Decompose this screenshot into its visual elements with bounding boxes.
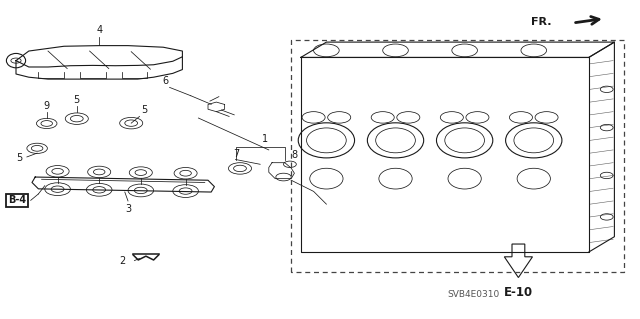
Text: 4: 4	[96, 25, 102, 35]
Text: 5: 5	[16, 153, 22, 163]
Text: 6: 6	[162, 76, 168, 86]
Text: 5: 5	[74, 95, 80, 105]
Polygon shape	[504, 244, 532, 278]
Text: 9: 9	[44, 101, 50, 111]
Text: FR.: FR.	[531, 17, 552, 27]
Text: 3: 3	[125, 204, 131, 214]
Text: 1: 1	[262, 134, 268, 144]
Text: 2: 2	[119, 256, 125, 266]
Text: 7: 7	[234, 149, 240, 159]
Text: E-10: E-10	[504, 286, 533, 299]
Text: 5: 5	[141, 106, 147, 115]
Text: 8: 8	[291, 151, 298, 160]
Text: SVB4E0310: SVB4E0310	[447, 290, 500, 299]
Text: B-4: B-4	[8, 195, 26, 205]
